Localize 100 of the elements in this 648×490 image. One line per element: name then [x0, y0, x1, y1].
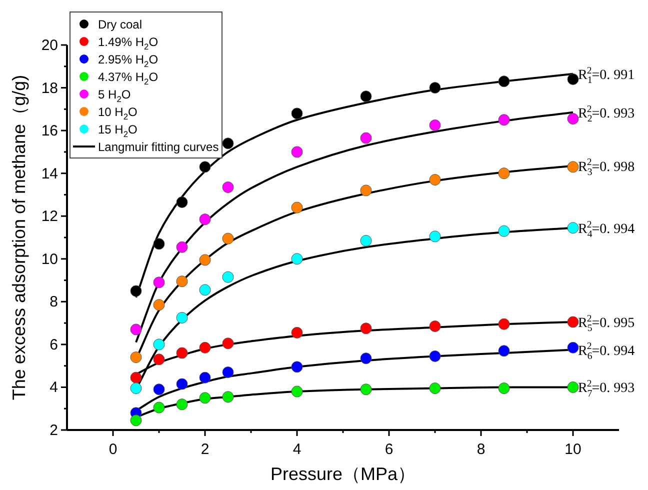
- annotation: R$_{6}$$^{2}$=0. 994: [578, 341, 635, 362]
- y-tick-label: 2: [50, 422, 58, 439]
- point: [153, 354, 165, 366]
- point: [222, 138, 234, 150]
- legend-label: 1.49% H$_{2}$O: [98, 35, 158, 52]
- point: [130, 382, 142, 394]
- point: [360, 384, 372, 396]
- x-tick-label: 4: [292, 441, 302, 458]
- point: [567, 222, 579, 234]
- x-tick-label: 10: [564, 441, 582, 458]
- y-tick-label: 12: [41, 208, 58, 226]
- point: [153, 238, 165, 250]
- annotation: R$_{5}$$^{2}$=0. 995: [578, 313, 635, 334]
- point: [199, 161, 211, 173]
- point: [199, 254, 211, 266]
- point: [199, 372, 211, 384]
- y-axis-title: The excess adsorption of methane（g/g): [9, 74, 29, 400]
- point: [429, 320, 441, 332]
- point: [153, 402, 165, 414]
- point: [498, 168, 510, 180]
- legend-label: 5 H$_{2}$O: [98, 88, 131, 104]
- point: [360, 352, 372, 364]
- point: [498, 76, 510, 88]
- point: [130, 285, 142, 297]
- point: [153, 299, 165, 311]
- point: [291, 386, 303, 398]
- point: [498, 382, 510, 394]
- point: [498, 345, 510, 357]
- x-axis-title: Pressure（MPa）: [270, 464, 416, 484]
- point: [291, 326, 303, 338]
- point: [360, 234, 372, 246]
- point: [222, 366, 234, 378]
- point: [222, 338, 234, 350]
- x-tick-label: 0: [108, 441, 118, 458]
- point: [567, 113, 579, 125]
- annotation: R$_{7}$$^{2}$=0. 993: [578, 378, 635, 400]
- point: [222, 271, 234, 283]
- point: [567, 161, 579, 173]
- point: [176, 276, 188, 288]
- point: [199, 284, 211, 296]
- point: [567, 73, 579, 85]
- point: [176, 378, 188, 390]
- point: [199, 214, 211, 226]
- y-tick-label: 18: [41, 80, 58, 97]
- x-tick-label: 6: [384, 441, 394, 458]
- point: [130, 414, 142, 426]
- point: [291, 146, 303, 158]
- y-tick-label: 4: [50, 379, 58, 396]
- point: [498, 318, 510, 330]
- point: [176, 312, 188, 324]
- annotation: R$_{2}$$^{2}$=0. 993: [578, 104, 635, 125]
- point: [429, 119, 441, 131]
- point: [360, 184, 372, 196]
- legend-label: 10 H$_{2}$O: [98, 105, 138, 122]
- point: [153, 338, 165, 350]
- annotation: R$_{3}$$^{2}$=0. 998: [578, 157, 635, 178]
- point: [429, 382, 441, 394]
- point: [199, 342, 211, 354]
- point: [567, 316, 579, 328]
- point: [222, 391, 234, 403]
- point: [130, 352, 142, 364]
- point: [360, 90, 372, 102]
- legend-label: Langmuir fitting curves: [98, 140, 219, 154]
- point: [291, 361, 303, 373]
- point: [360, 322, 372, 334]
- annotation: R$_{4}$$^{2}$=0. 994: [578, 219, 635, 240]
- point: [429, 350, 441, 362]
- point: [567, 342, 579, 354]
- point: [429, 230, 441, 242]
- point: [291, 202, 303, 214]
- point: [176, 347, 188, 359]
- legend-label: 15 H$_{2}$O: [98, 122, 138, 140]
- y-tick-label: 16: [41, 122, 58, 140]
- y-tick-label: 10: [41, 250, 58, 268]
- x-tick-label: 2: [200, 441, 210, 458]
- legend-label: 4.37% H$_{2}$O: [98, 70, 158, 87]
- point: [199, 392, 211, 404]
- legend-label: 2.95% H$_{2}$O: [98, 52, 158, 70]
- point: [176, 196, 188, 208]
- point: [153, 276, 165, 288]
- x-tick-label: 8: [476, 441, 486, 458]
- point: [429, 82, 441, 94]
- point: [291, 108, 303, 120]
- point: [498, 225, 510, 237]
- point: [222, 181, 234, 193]
- point: [429, 174, 441, 186]
- point: [130, 324, 142, 336]
- legend-label: Dry coal: [98, 18, 142, 32]
- point: [498, 114, 510, 126]
- point: [291, 253, 303, 265]
- point: [360, 132, 372, 144]
- point: [176, 398, 188, 410]
- point: [153, 384, 165, 396]
- annotation: R$_{1}$$^{2}$=0. 991: [578, 65, 635, 86]
- y-tick-label: 6: [50, 336, 58, 354]
- point: [176, 241, 188, 253]
- point: [222, 232, 234, 244]
- y-tick-label: 14: [41, 165, 58, 182]
- y-tick-label: 8: [50, 294, 58, 311]
- y-tick-label: 20: [41, 37, 58, 54]
